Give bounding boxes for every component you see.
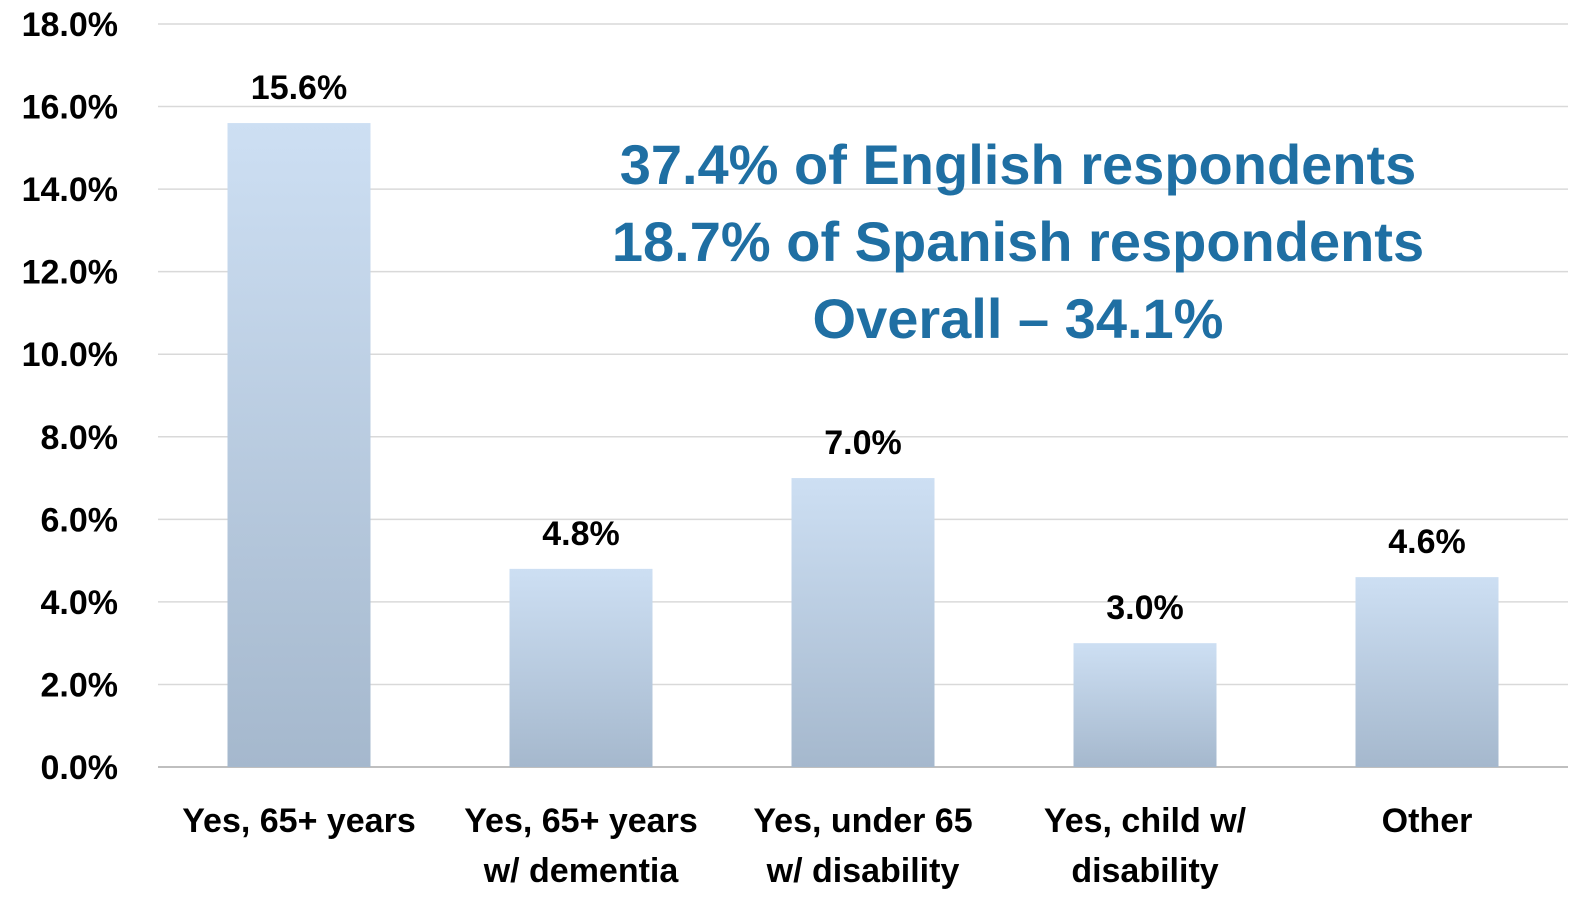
category-label: w/ dementia — [483, 852, 680, 890]
bar — [227, 123, 371, 768]
y-tick-label: 16.0% — [22, 89, 118, 127]
y-tick-label: 8.0% — [41, 419, 119, 457]
y-tick-label: 10.0% — [22, 336, 118, 374]
category-label: Yes, under 65 — [753, 802, 972, 840]
annotation: 37.4% of English respondents 18.7% of Spa… — [612, 133, 1424, 350]
category-label: Other — [1382, 802, 1473, 840]
category-label: Yes, 65+ years — [464, 802, 698, 840]
data-label: 15.6% — [251, 69, 347, 107]
y-tick-label: 6.0% — [41, 501, 119, 539]
annotation-line: Overall – 34.1% — [813, 287, 1224, 350]
bar — [791, 478, 935, 767]
annotation-line: 18.7% of Spanish respondents — [612, 210, 1424, 273]
bars — [227, 123, 1499, 768]
data-labels: 15.6% 4.8% 7.0% 3.0% 4.6% — [251, 69, 1466, 627]
data-label: 4.8% — [542, 515, 620, 553]
y-tick-label: 18.0% — [22, 6, 118, 44]
gridlines — [158, 23, 1568, 768]
category-label: Yes, child w/ — [1044, 802, 1247, 840]
category-label: Yes, 65+ years — [182, 802, 416, 840]
bar — [1355, 577, 1499, 767]
category-label: w/ disability — [766, 852, 960, 890]
annotation-line: 37.4% of English respondents — [620, 133, 1417, 196]
y-tick-label: 12.0% — [22, 254, 118, 292]
y-tick-label: 14.0% — [22, 171, 118, 209]
y-tick-label: 0.0% — [41, 749, 119, 787]
bar — [1073, 643, 1217, 767]
data-label: 3.0% — [1106, 589, 1184, 627]
y-tick-label: 4.0% — [41, 584, 119, 622]
bar — [509, 568, 653, 767]
data-label: 7.0% — [824, 424, 902, 462]
y-tick-label: 2.0% — [41, 666, 119, 704]
data-label: 4.6% — [1388, 523, 1466, 561]
category-labels: Yes, 65+ years Yes, 65+ years w/ dementia Y… — [182, 802, 1472, 890]
category-label: disability — [1071, 852, 1218, 890]
y-axis-tick-labels: 0.0% 2.0% 4.0% 6.0% 8.0% 10.0% 12.0% 14.0% 16.0%… — [22, 6, 118, 787]
